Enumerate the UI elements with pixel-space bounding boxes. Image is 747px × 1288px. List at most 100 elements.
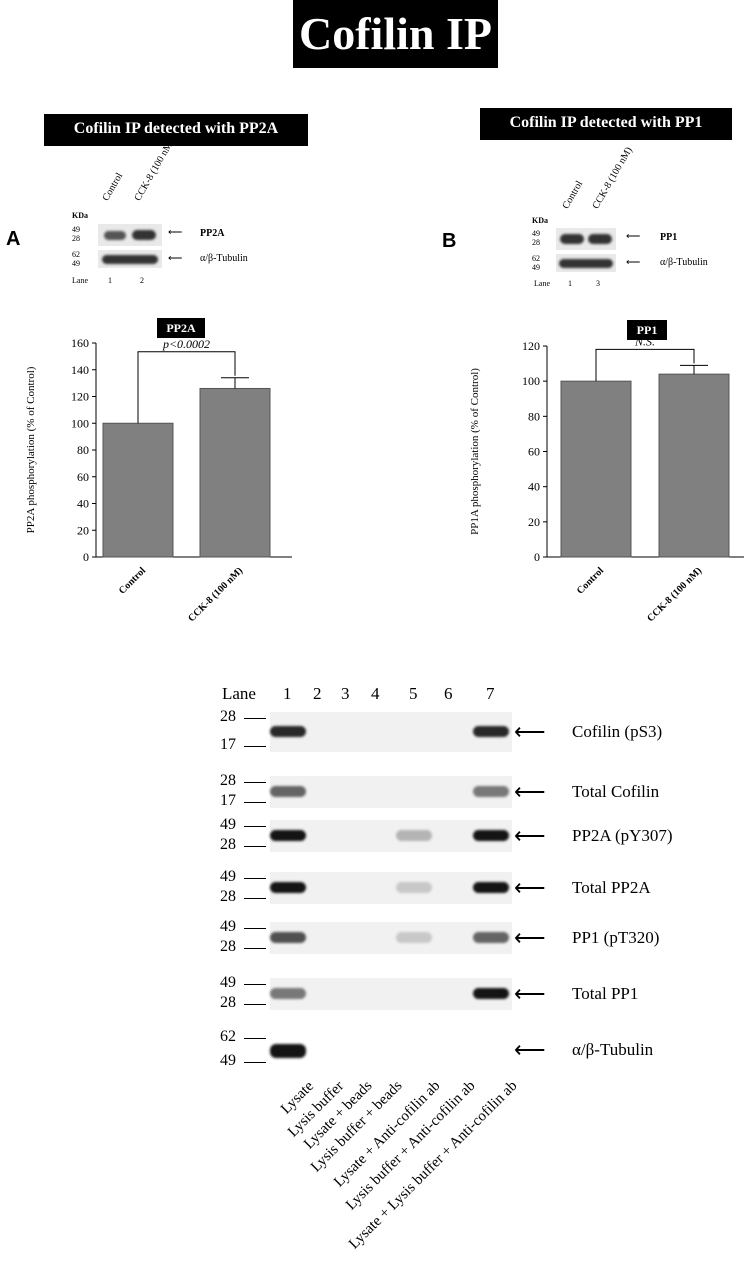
panel-b-arrow-1: ⟵ — [626, 231, 641, 242]
x-category-label: Control — [117, 565, 148, 596]
blot-mw-marker: 28 — [220, 888, 236, 905]
x-category-label: Control — [575, 565, 606, 596]
blot-mw-marker: 28 — [220, 994, 236, 1011]
panel-a-lane-num-2: 2 — [140, 276, 144, 285]
panel-b-bar-chart: 0 20 40 60 80 100 120 PP1A phosphorylation (% o… — [469, 334, 744, 624]
blot-lane-number: 7 — [486, 684, 495, 703]
panel-b-blot-tubulin — [556, 254, 616, 272]
y-tick-label: 120 — [522, 339, 540, 353]
blot-strip — [270, 978, 512, 1010]
panel-b-blot-pp1 — [556, 228, 616, 250]
blot-band — [473, 932, 509, 943]
panel-a-arrow-2: ⟵ — [168, 253, 183, 264]
panel-a-heading: Cofilin IP detected with PP2A — [44, 114, 308, 146]
blot-mw-marker: 28 — [220, 772, 236, 789]
bar — [560, 380, 632, 558]
blot-band — [473, 786, 509, 797]
blot-mw-tick — [244, 846, 266, 847]
blot-band — [473, 830, 509, 841]
panel-a-mw-49: 49 — [72, 225, 80, 234]
blot-mw-marker: 49 — [220, 816, 236, 833]
blot-mw-tick — [244, 802, 266, 803]
y-tick-label: 0 — [83, 550, 89, 564]
panel-b-mw-28: 28 — [532, 238, 540, 247]
blot-mw-tick — [244, 1062, 266, 1063]
panel-a-arrow-1: ⟵ — [168, 227, 183, 238]
blot-lane-number: 1 — [283, 684, 292, 703]
blot-band — [270, 882, 306, 893]
blot-mw-marker: 49 — [220, 974, 236, 991]
panel-a-mw-28: 28 — [72, 234, 80, 243]
blot-band — [270, 988, 306, 999]
y-tick-label: 20 — [77, 523, 89, 537]
blot-strip — [270, 712, 512, 752]
blot-row-label: Total Cofilin — [572, 782, 660, 801]
panel-a-blot-pp2a — [98, 224, 162, 246]
blot-band — [473, 726, 509, 737]
significance-annotation: p<0.0002 — [162, 337, 210, 351]
y-tick-label: 60 — [528, 445, 540, 459]
panel-b-arrow-2: ⟵ — [626, 257, 641, 268]
blot-lane-label: Lane — [222, 684, 256, 703]
y-tick-label: 120 — [71, 390, 89, 404]
blot-band — [473, 988, 509, 999]
blot-mw-marker: 49 — [220, 868, 236, 885]
y-tick-label: 20 — [528, 515, 540, 529]
y-tick-label: 60 — [77, 470, 89, 484]
blot-band — [270, 1044, 306, 1058]
blot-mw-tick — [244, 746, 266, 747]
significance-annotation: N.S. — [634, 334, 655, 348]
significance-bracket — [137, 351, 236, 424]
blot-mw-tick — [244, 1038, 266, 1039]
blot-band — [270, 726, 306, 737]
panel-b-kda-label: KDa — [532, 216, 548, 225]
blot-mw-tick — [244, 984, 266, 985]
blot-mw-tick — [244, 878, 266, 879]
blot-band — [396, 830, 432, 841]
panel-b-heading: Cofilin IP detected with PP1 — [480, 108, 732, 140]
y-tick-label: 40 — [77, 497, 89, 511]
x-category-label: CCK-8 (100 nM) — [645, 565, 704, 624]
left-arrow-icon: ⟵ — [514, 981, 546, 1006]
panel-b-letter: B — [442, 230, 457, 252]
panel-b-mw-49b: 49 — [532, 263, 540, 272]
blot-mw-marker: 28 — [220, 708, 236, 725]
blot-mw-marker: 17 — [220, 736, 236, 753]
blot-mw-marker: 17 — [220, 792, 236, 809]
blot-mw-marker: 62 — [220, 1028, 236, 1045]
blot-row-label: Total PP2A — [572, 878, 651, 897]
blot-row-label: α/β-Tubulin — [572, 1040, 654, 1059]
blot-row-label: PP2A (pY307) — [572, 826, 673, 845]
blot-band — [270, 932, 306, 943]
blot-mw-marker: 49 — [220, 918, 236, 935]
panel-a-lane-label: Lane — [72, 276, 88, 285]
panel-b-lane-label: Lane — [534, 279, 550, 288]
y-axis-label: PP1A phosphorylation (% of Control) — [469, 368, 481, 535]
left-arrow-icon: ⟵ — [514, 719, 546, 744]
blot-row-label: Total PP1 — [572, 984, 639, 1003]
x-category-label: CCK-8 (100 nM) — [186, 565, 245, 624]
blot-mw-marker: 49 — [220, 1052, 236, 1069]
panel-a-lane-num-1: 1 — [108, 276, 112, 285]
panel-a-mw-49b: 49 — [72, 259, 80, 268]
significance-bracket — [595, 348, 695, 382]
panel-a-lane-header-control: Control — [100, 171, 126, 203]
blot-strip — [270, 776, 512, 808]
blot-row-label: Cofilin (pS3) — [572, 722, 663, 741]
blot-mw-tick — [244, 948, 266, 949]
blot-mw-marker: 28 — [220, 836, 236, 853]
left-arrow-icon: ⟵ — [514, 779, 546, 804]
blot-band — [396, 932, 432, 943]
y-tick-label: 100 — [522, 374, 540, 388]
blot-mw-marker: 28 — [220, 938, 236, 955]
blot-mw-tick — [244, 1004, 266, 1005]
panel-a-chart-tag: PP2A — [157, 318, 205, 338]
blot-strip — [270, 922, 512, 954]
panel-b-lane-header-cck: CCK-8 (100 nM) — [590, 145, 635, 211]
y-tick-label: 0 — [534, 550, 540, 564]
blot-band — [270, 830, 306, 841]
blot-mw-tick — [244, 718, 266, 719]
panel-a-bar-chart: 0 20 40 60 80 100 120 140 160 PP2A phosphorylatio… — [25, 336, 292, 624]
panel-b-mw-62: 62 — [532, 254, 540, 263]
blot-band — [396, 882, 432, 893]
